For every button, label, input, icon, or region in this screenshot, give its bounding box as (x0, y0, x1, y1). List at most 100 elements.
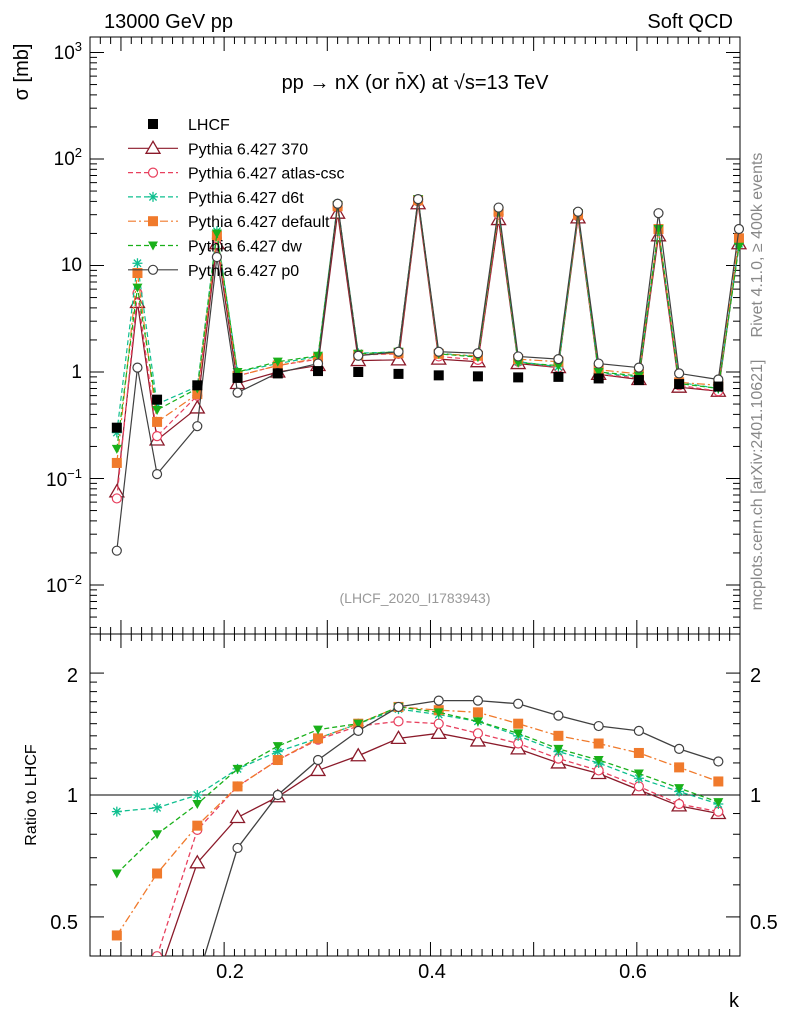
data-point (272, 357, 283, 367)
data-point (132, 268, 143, 279)
ratio-point (472, 707, 483, 718)
ratio-point (313, 733, 324, 744)
ratio-point (111, 806, 122, 817)
data-point (733, 223, 745, 235)
legend-item: Pythia 6.427 default (128, 214, 330, 231)
main-panel-data (108, 194, 748, 556)
ratio-point (229, 809, 246, 824)
data-point (713, 381, 724, 392)
data-point (152, 416, 163, 427)
data-point (192, 421, 203, 432)
ratio-point (433, 708, 444, 718)
ratio-point (189, 854, 206, 869)
data-point (151, 431, 163, 442)
y-tick-label-10: 10 (61, 255, 82, 276)
ratio-point (150, 973, 164, 985)
ratio-point (593, 756, 604, 766)
legend-label: LHCF (188, 117, 230, 134)
ratio-y-tick-label-right-1: 1 (750, 785, 761, 807)
legend-item: Pythia 6.427 atlas-csc (128, 166, 345, 183)
data-point (211, 229, 222, 239)
ratio-point (232, 764, 243, 774)
ratio-line (116, 708, 719, 813)
ratio-point (393, 716, 404, 727)
ratio-point (393, 701, 404, 713)
data-point (513, 351, 524, 362)
data-point (553, 371, 564, 382)
legend-marker (148, 119, 158, 129)
data-point (232, 368, 243, 377)
data-point (353, 350, 364, 361)
legend-label: Pythia 6.427 atlas-csc (188, 166, 345, 183)
data-point (313, 366, 324, 377)
ratio-point (193, 975, 202, 984)
ratio-point (192, 790, 203, 800)
category-label: Soft QCD (647, 11, 733, 33)
data-point (493, 202, 504, 213)
data-point (412, 194, 424, 205)
ratio-point (350, 747, 367, 762)
ratio-y-tick-label-right-2: 2 (750, 665, 761, 687)
data-point (132, 258, 143, 269)
ratio-series-pythia-6-427-dw (111, 702, 724, 879)
data-point (132, 283, 143, 293)
data-point (211, 251, 223, 263)
legend-marker (147, 264, 159, 275)
series-lhcf (111, 366, 724, 433)
rivet-version-label: Rivet 4.1.0, ≥ 400k events (749, 153, 766, 338)
data-point (111, 422, 122, 433)
data-point (393, 346, 404, 357)
legend-marker (148, 216, 158, 227)
ratio-point (152, 830, 163, 840)
ratio-point (713, 798, 724, 808)
ratio-point (353, 725, 364, 736)
ratio-line (116, 706, 719, 874)
x-tick-label-0.4: 0.4 (418, 961, 446, 983)
plot-title: pp → nX (or n̄X) at √s=13 TeV (282, 71, 550, 94)
data-point (513, 358, 524, 368)
series-pythia-6-427-dw (111, 195, 744, 454)
legend-label: Pythia 6.427 dw (188, 239, 302, 256)
data-point (272, 368, 283, 379)
ratio-point (111, 930, 122, 941)
analysis-label: (LHCF_2020_I1783943) (340, 590, 491, 606)
data-point (353, 367, 364, 377)
legend-marker (144, 140, 162, 154)
data-point (111, 493, 122, 504)
ratio-point (472, 728, 484, 739)
data-point (192, 380, 203, 391)
data-point (393, 368, 404, 379)
y-tick-label-1e-1: 10−1 (46, 466, 82, 491)
ratio-point (553, 710, 564, 721)
ratio-point (151, 951, 163, 956)
ratio-point (353, 719, 364, 729)
ratio-point (472, 717, 483, 727)
y-axis-label: σ [mb] (11, 44, 33, 101)
data-point (593, 368, 604, 377)
legend-item: Pythia 6.427 dw (128, 239, 302, 256)
ratio-point (713, 776, 724, 787)
ratio-y-tick-label-right-0.5: 0.5 (750, 912, 778, 934)
data-point (232, 372, 243, 383)
ratio-point (553, 744, 564, 754)
data-point (332, 198, 343, 209)
data-point (513, 372, 524, 383)
data-point (111, 545, 122, 556)
data-point (572, 206, 584, 217)
ratio-point (593, 720, 604, 732)
ratio-point (272, 755, 283, 766)
ratio-point (633, 725, 644, 736)
data-point (593, 358, 604, 369)
ratio-point (430, 725, 447, 739)
ratio-y-axis-label: Ratio to LHCF (23, 744, 40, 846)
series-line (116, 199, 740, 449)
legend-item: LHCF (148, 117, 230, 134)
data-point (653, 208, 664, 219)
legend-marker (148, 191, 158, 202)
ratio-panel-data (111, 695, 727, 985)
ratio-point (633, 769, 644, 779)
y-tick-label-1e2: 102 (54, 145, 82, 170)
ratio-line (203, 699, 719, 956)
data-point (674, 379, 685, 390)
